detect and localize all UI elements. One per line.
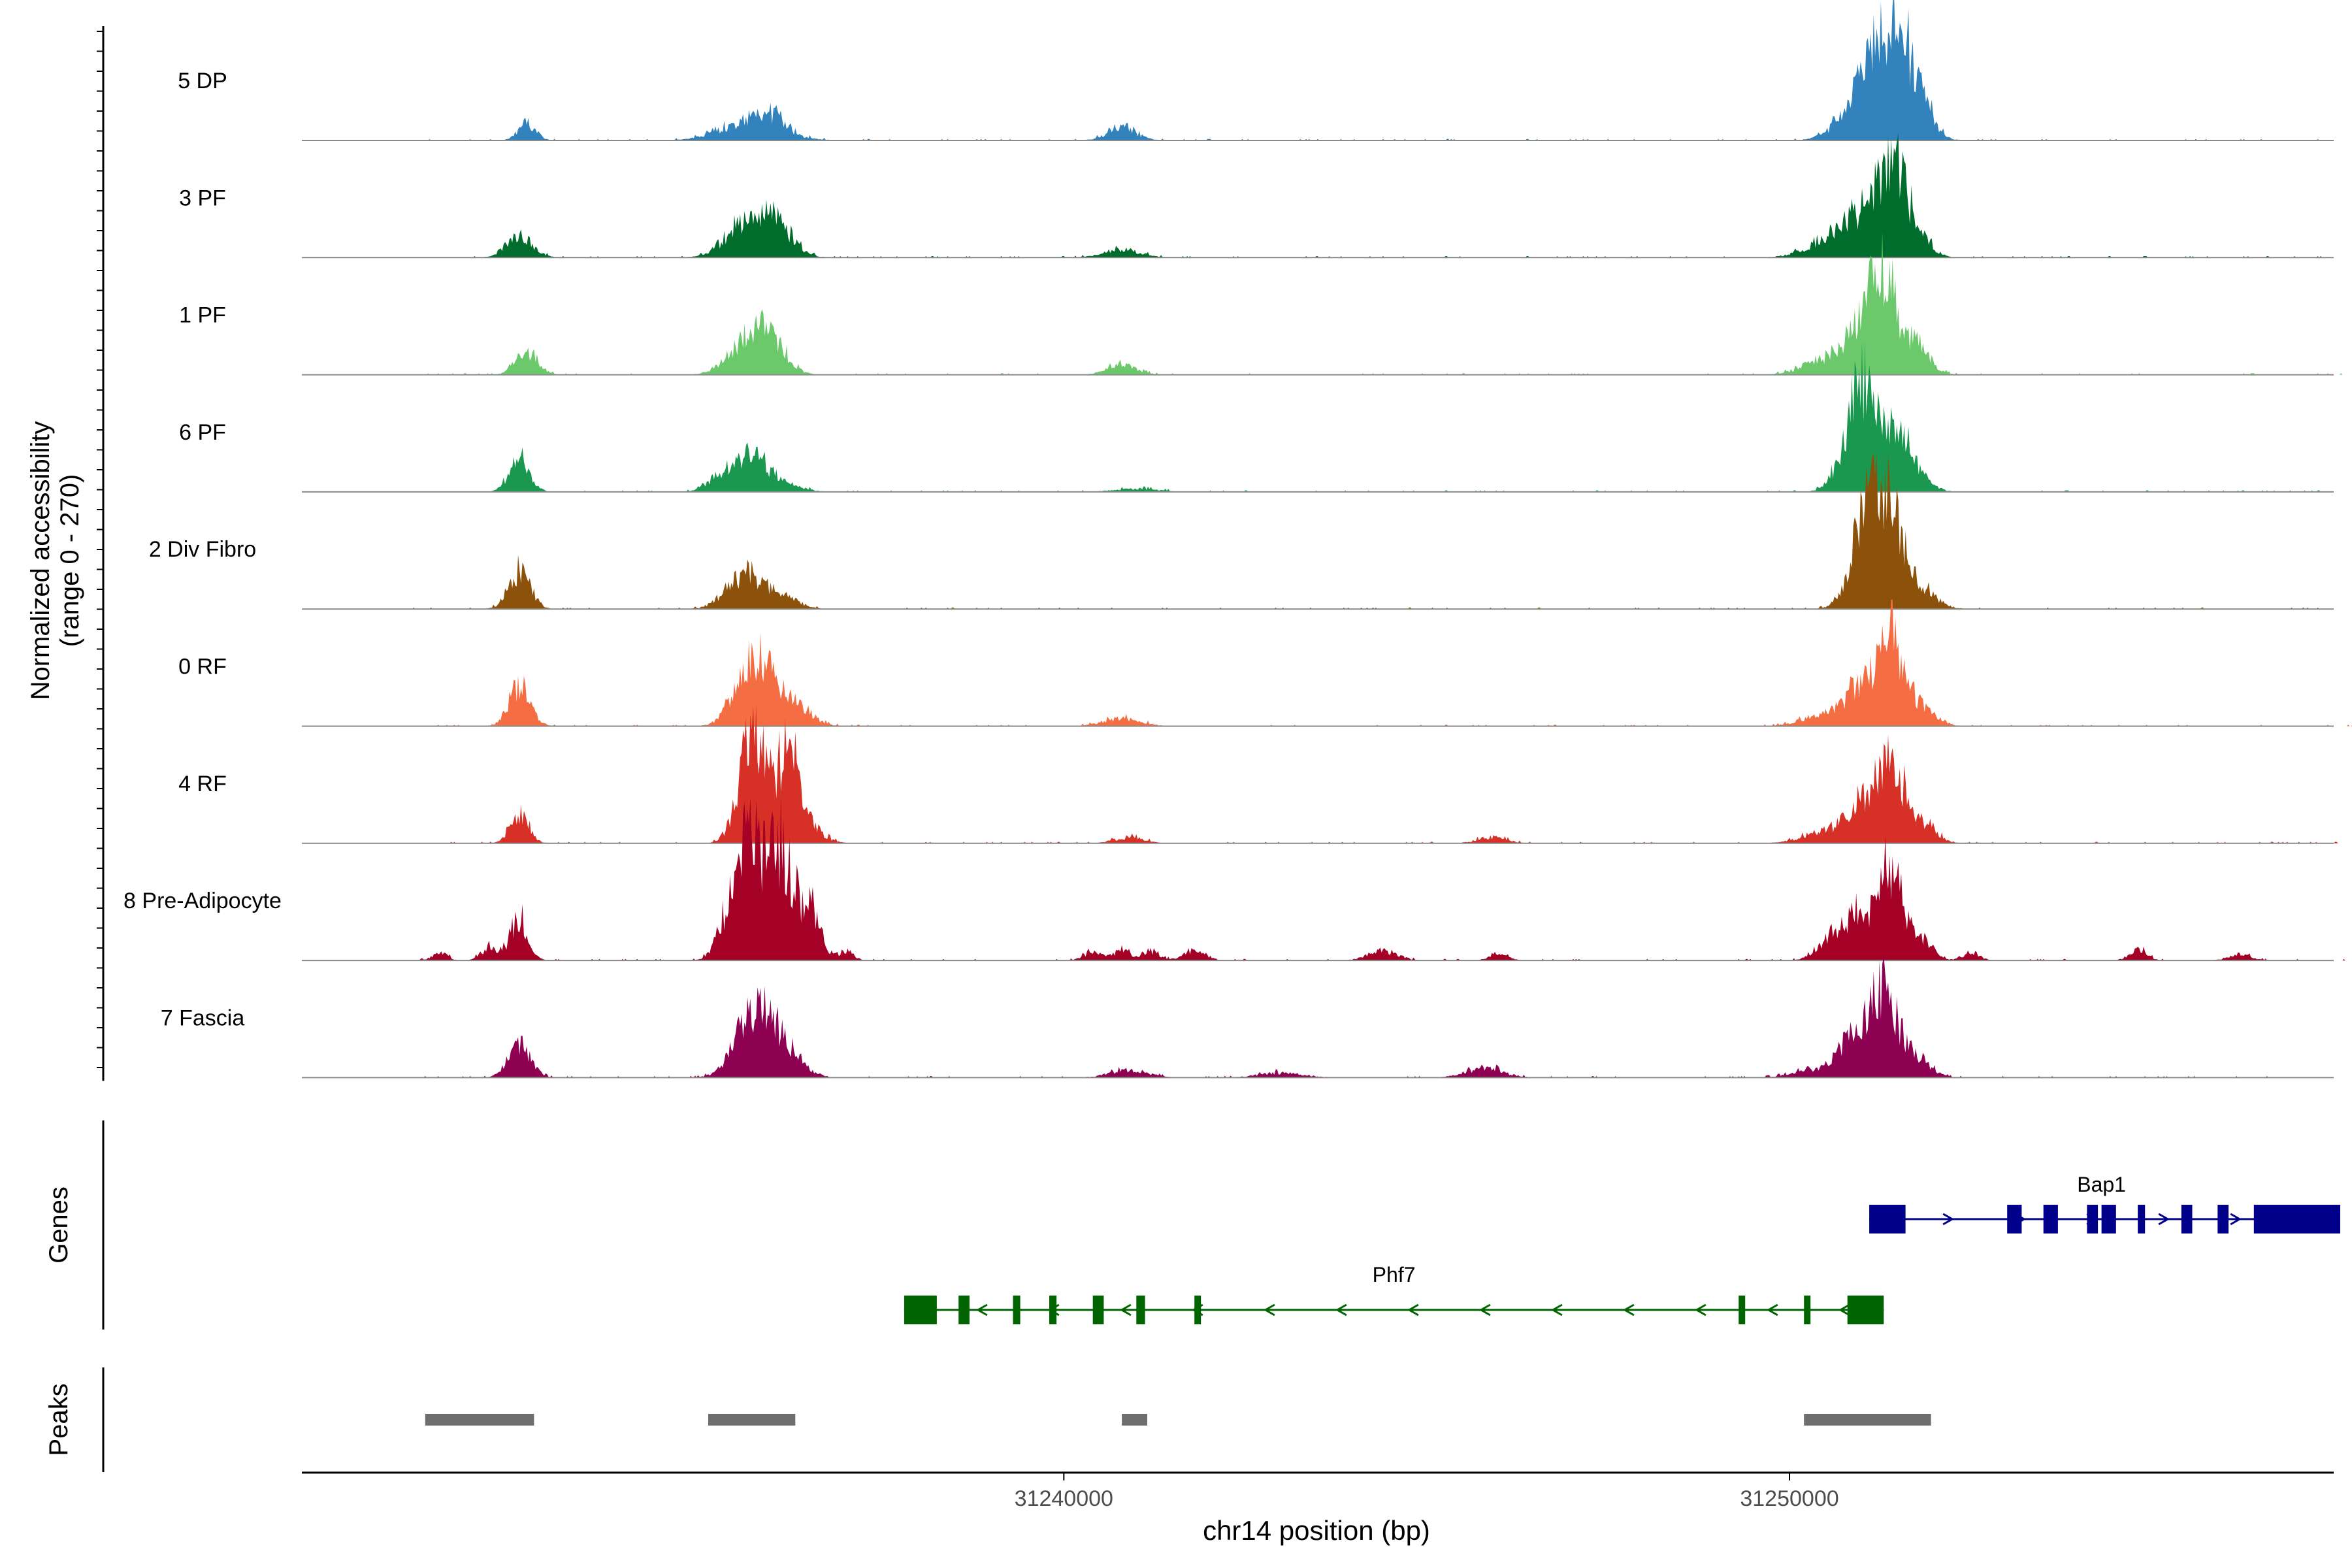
track-6-pf: 6 PF: [179, 341, 2352, 493]
track-3-pf: 3 PF: [179, 133, 2352, 259]
exon: [1847, 1296, 1884, 1324]
exon: [1049, 1296, 1057, 1324]
exon: [1194, 1296, 1201, 1324]
strand-arrow: [1478, 1303, 1491, 1316]
exon: [2101, 1205, 2116, 1233]
y-axis-label: Normalized accessibility: [26, 421, 55, 700]
exon: [958, 1296, 970, 1324]
peak-region: [708, 1414, 796, 1426]
genes-panel: Bap1 Phf7: [102, 1120, 2340, 1330]
strand-arrow: [1335, 1303, 1347, 1316]
strand-arrow: [2230, 1213, 2242, 1226]
strand-arrow: [1263, 1303, 1275, 1316]
strand-arrow: [1550, 1303, 1563, 1316]
coverage-tracks: 5 DP 3 PF 1 PF 6 PF 2 Div Fibro 0 RF 4 RF 8 Pre…: [97, 0, 2352, 1081]
exon: [1013, 1296, 1021, 1324]
strand-arrow: [1766, 1303, 1778, 1316]
track-4-rf: 4 RF: [178, 704, 2352, 844]
exon: [2253, 1205, 2334, 1233]
coverage-area: [410, 956, 2352, 1078]
track-label: 5 DP: [178, 69, 227, 93]
track-0-rf: 0 RF: [178, 599, 2352, 727]
track-5-dp: 5 DP: [178, 0, 2352, 141]
x-axis: 31240000 31250000: [302, 1471, 2334, 1511]
exon: [2087, 1205, 2099, 1233]
exon: [2217, 1205, 2229, 1233]
peak-region: [1122, 1414, 1147, 1426]
exon: [1804, 1296, 1811, 1324]
track-2-div-fibro: 2 Div Fibro: [149, 453, 2352, 610]
strand-arrow: [1622, 1303, 1635, 1316]
gene-name: Bap1: [2077, 1173, 2126, 1196]
exon: [2007, 1205, 2022, 1233]
x-axis-label: chr14 position (bp): [1203, 1515, 1430, 1546]
track-label: 3 PF: [179, 186, 226, 210]
track-label: 1 PF: [179, 303, 226, 328]
peaks-panel: [102, 1367, 1931, 1472]
exon: [1739, 1296, 1746, 1324]
y-axis-range-label: (range 0 - 270): [56, 474, 84, 647]
coverage-area: [410, 453, 2352, 610]
gene-bap1: Bap1: [1869, 1173, 2340, 1233]
strand-arrow: [2158, 1213, 2170, 1226]
strand-arrow: [975, 1303, 988, 1316]
genes-panel-label: Genes: [44, 1186, 73, 1264]
coverage-area: [410, 704, 2352, 843]
track-label: 2 Div Fibro: [149, 537, 256, 562]
coverage-area: [410, 231, 2352, 375]
strand-arrow: [1838, 1303, 1850, 1316]
gene-phf7: Phf7: [904, 1263, 1884, 1324]
exon: [1869, 1205, 1906, 1233]
track-7-fascia: 7 Fascia: [161, 956, 2352, 1079]
peak-region: [425, 1414, 534, 1426]
coverage-area: [410, 599, 2352, 727]
coverage-area: [410, 133, 2352, 258]
coverage-area: [410, 341, 2352, 492]
track-label: 8 Pre-Adipocyte: [123, 889, 282, 913]
track-8-pre-adipocyte: 8 Pre-Adipocyte: [123, 796, 2352, 962]
gene-name: Phf7: [1373, 1263, 1416, 1286]
exon: [904, 1296, 937, 1324]
track-label: 7 Fascia: [161, 1005, 245, 1030]
peak-region: [1804, 1414, 1931, 1426]
exon: [1092, 1296, 1104, 1324]
exon: [2043, 1205, 2058, 1233]
track-label: 0 RF: [178, 655, 227, 679]
exon: [2181, 1205, 2193, 1233]
track-1-pf: 1 PF: [179, 231, 2352, 376]
x-tick-label: 31250000: [1740, 1486, 1838, 1511]
strand-arrow: [1119, 1303, 1132, 1316]
strand-arrow: [1942, 1213, 1955, 1226]
track-label: 4 RF: [178, 772, 227, 796]
exon: [1136, 1296, 1145, 1324]
coverage-area: [410, 796, 2352, 961]
exon: [2334, 1205, 2340, 1233]
x-tick-label: 31240000: [1015, 1486, 1113, 1511]
coverage-area: [410, 0, 2352, 140]
strand-arrow: [1407, 1303, 1419, 1316]
track-label: 6 PF: [179, 420, 226, 445]
strand-arrow: [1694, 1303, 1707, 1316]
exon: [2138, 1205, 2146, 1233]
peaks-panel-label: Peaks: [44, 1383, 73, 1456]
